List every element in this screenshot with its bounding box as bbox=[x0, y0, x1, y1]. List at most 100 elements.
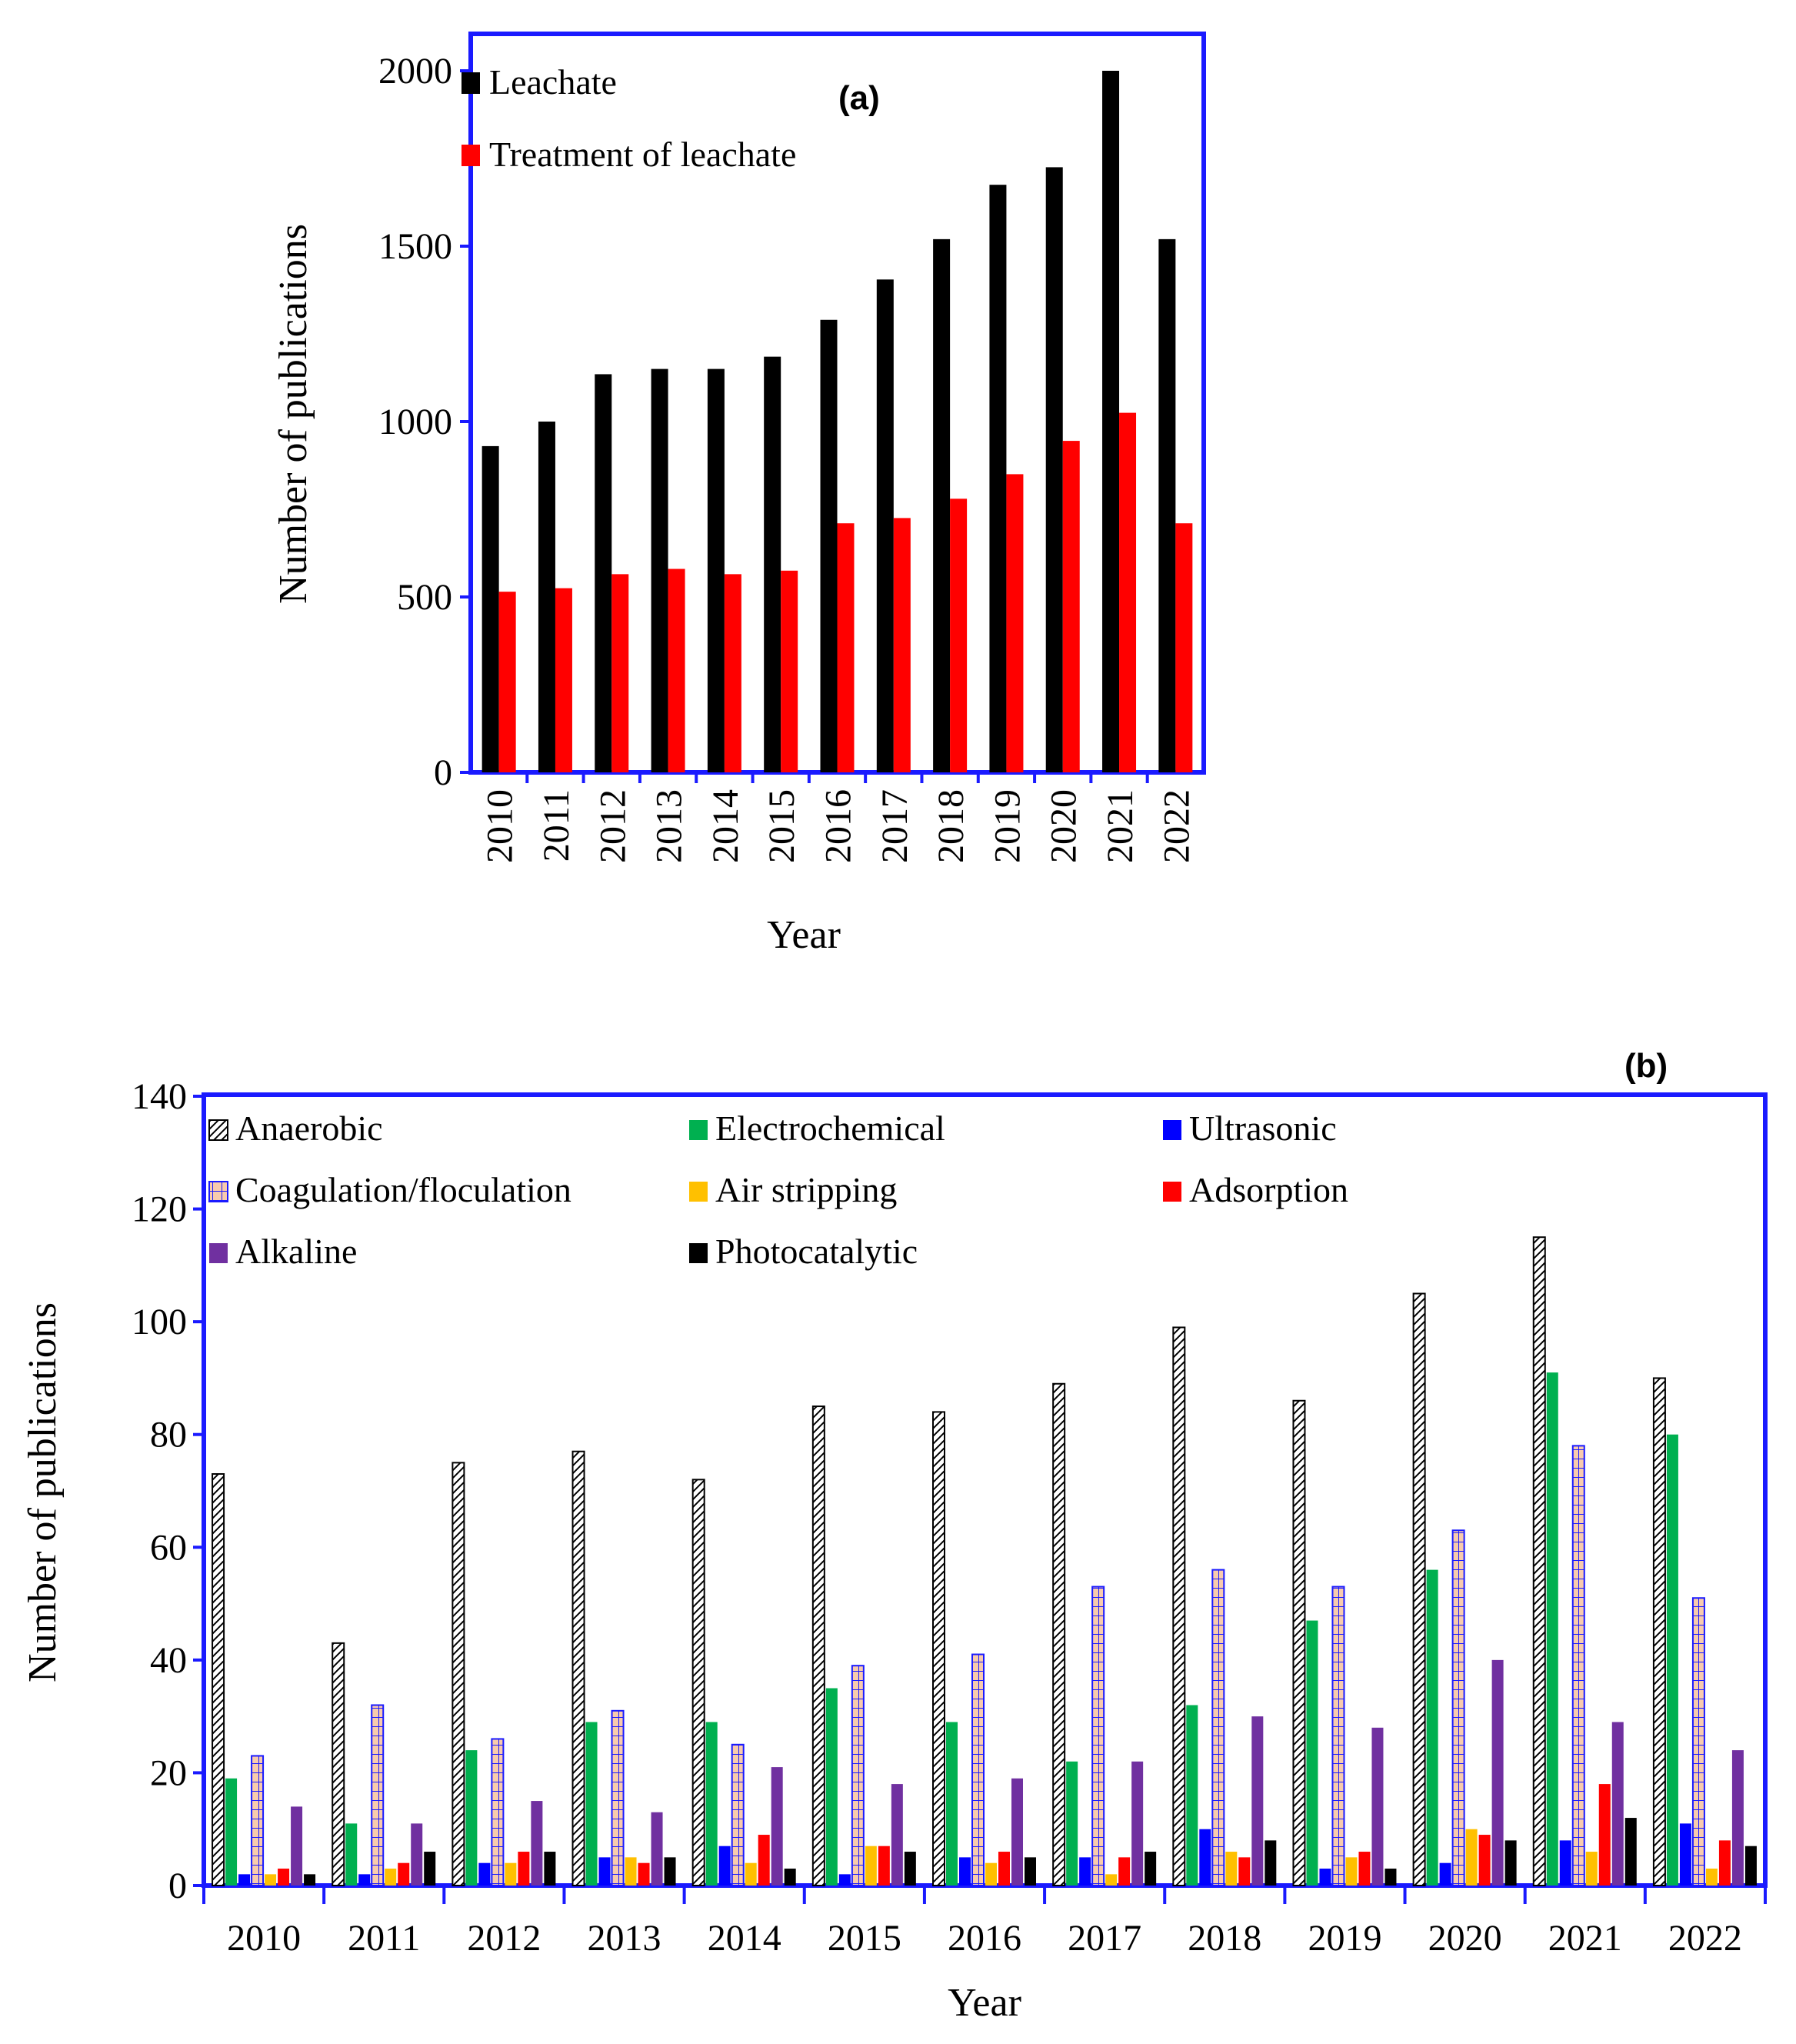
chart-b-y-tick-label: 60 bbox=[150, 1527, 187, 1568]
chart-a-x-tick-label: 2016 bbox=[818, 789, 859, 863]
chart-a-bar-leachate-2013 bbox=[651, 368, 668, 773]
chart-b-bar-alkaline-2016 bbox=[1011, 1778, 1023, 1886]
chart-b-y-tick-label: 100 bbox=[132, 1302, 187, 1342]
chart-a-x-tick-label: 2015 bbox=[761, 789, 802, 863]
chart-b-bar-air-stripping-2010 bbox=[265, 1874, 277, 1886]
chart-b-bar-electrochemical-2018 bbox=[1186, 1705, 1198, 1886]
chart-a-x-tick-label: 2014 bbox=[705, 789, 746, 863]
chart-b-bar-air-stripping-2016 bbox=[985, 1862, 997, 1886]
chart-a-bar-leachate-2019 bbox=[989, 185, 1007, 772]
chart-b-bar-alkaline-2010 bbox=[291, 1806, 303, 1886]
chart-b-bar-coagulation-floculation-2019 bbox=[1331, 1586, 1345, 1886]
chart-b-bar-electrochemical-2011 bbox=[345, 1823, 358, 1886]
chart-b-bar-anaerobic-2013 bbox=[571, 1450, 585, 1886]
chart-a-y-axis-title: Number of publications bbox=[272, 224, 315, 604]
chart-b-y-axis-title: Number of publications bbox=[21, 1302, 65, 1682]
chart-a: (a) Number of publications Year 0 500 1000… bbox=[272, 32, 1206, 957]
chart-b-bar-photocatalytic-2020 bbox=[1504, 1840, 1517, 1886]
chart-b-bar-adsorption-2017 bbox=[1118, 1857, 1131, 1886]
chart-b-bar-anaerobic-2014 bbox=[691, 1479, 705, 1887]
chart-b-bar-anaerobic-2019 bbox=[1292, 1399, 1306, 1886]
chart-b-legend-swatch bbox=[689, 1182, 708, 1202]
chart-b-bar-electrochemical-2020 bbox=[1426, 1569, 1438, 1886]
chart-b-bar-coagulation-floculation-2014 bbox=[731, 1743, 745, 1886]
chart-b: (b) Number of publications Year 0 20 40 60 8… bbox=[21, 1047, 1768, 2025]
chart-a-bar-leachate-2010 bbox=[481, 445, 499, 772]
chart-b-legend-label: Alkaline bbox=[235, 1232, 357, 1271]
chart-b-legend-label: Coagulation/floculation bbox=[235, 1170, 571, 1209]
chart-a-x-tick-label: 2021 bbox=[1100, 789, 1141, 863]
chart-a-bar-treatment-of-leachate-2019 bbox=[1006, 474, 1024, 772]
chart-b-bar-ultrasonic-2018 bbox=[1199, 1829, 1211, 1886]
chart-b-bar-photocatalytic-2021 bbox=[1624, 1818, 1637, 1886]
chart-b-bar-anaerobic-2017 bbox=[1052, 1382, 1066, 1887]
chart-b-bar-photocatalytic-2015 bbox=[904, 1852, 916, 1886]
chart-b-bar-adsorption-2021 bbox=[1598, 1784, 1611, 1886]
chart-a-bar-treatment-of-leachate-2017 bbox=[893, 518, 911, 772]
chart-b-bar-ultrasonic-2011 bbox=[358, 1874, 371, 1886]
chart-b-bar-adsorption-2022 bbox=[1718, 1840, 1731, 1886]
chart-b-x-tick-label: 2011 bbox=[348, 1918, 420, 1959]
chart-b-bar-alkaline-2019 bbox=[1371, 1727, 1384, 1886]
chart-b-bar-electrochemical-2017 bbox=[1066, 1761, 1078, 1886]
chart-a-bar-treatment-of-leachate-2010 bbox=[498, 592, 516, 772]
chart-b-x-tick-label: 2020 bbox=[1428, 1918, 1502, 1959]
chart-b-bar-air-stripping-2020 bbox=[1465, 1829, 1478, 1886]
chart-a-bar-leachate-2016 bbox=[820, 319, 838, 772]
chart-b-bar-coagulation-floculation-2017 bbox=[1091, 1586, 1105, 1886]
chart-b-bar-photocatalytic-2019 bbox=[1384, 1869, 1397, 1886]
chart-b-bar-electrochemical-2014 bbox=[705, 1722, 718, 1886]
chart-b-bar-electrochemical-2019 bbox=[1306, 1620, 1318, 1886]
chart-b-bar-photocatalytic-2016 bbox=[1025, 1857, 1036, 1886]
chart-b-legend-swatch bbox=[689, 1120, 708, 1140]
chart-b-bar-anaerobic-2020 bbox=[1412, 1292, 1426, 1886]
chart-b-y-tick-label: 120 bbox=[132, 1189, 187, 1230]
chart-b-y-tick-label: 140 bbox=[132, 1076, 187, 1117]
chart-b-bar-alkaline-2018 bbox=[1251, 1716, 1264, 1886]
chart-b-x-tick-label: 2014 bbox=[708, 1918, 781, 1959]
chart-b-x-tick-label: 2015 bbox=[828, 1918, 901, 1959]
chart-b-bar-air-stripping-2014 bbox=[745, 1862, 757, 1886]
chart-a-x-tick-label: 2011 bbox=[536, 789, 577, 862]
chart-b-bar-coagulation-floculation-2013 bbox=[611, 1709, 625, 1886]
chart-a-x-tick-label: 2013 bbox=[649, 789, 690, 863]
chart-b-bar-air-stripping-2012 bbox=[505, 1862, 517, 1886]
chart-b-bar-coagulation-floculation-2016 bbox=[971, 1653, 985, 1886]
chart-b-bar-adsorption-2018 bbox=[1238, 1857, 1251, 1886]
chart-b-legend-label: Photocatalytic bbox=[715, 1232, 918, 1271]
chart-a-legend-swatch bbox=[461, 72, 480, 94]
chart-b-bar-electrochemical-2010 bbox=[225, 1778, 238, 1886]
chart-b-bar-ultrasonic-2016 bbox=[959, 1857, 971, 1886]
chart-b-bar-anaerobic-2011 bbox=[332, 1642, 345, 1886]
chart-b-bar-photocatalytic-2013 bbox=[664, 1857, 676, 1886]
chart-b-bar-anaerobic-2022 bbox=[1652, 1377, 1666, 1886]
chart-a-x-tick-label: 2019 bbox=[987, 789, 1028, 863]
chart-b-legend: Anaerobic Electrochemical Ultrasonic Coagul… bbox=[208, 1109, 1348, 1271]
chart-b-bar-adsorption-2010 bbox=[278, 1869, 290, 1886]
chart-b-bar-anaerobic-2021 bbox=[1532, 1236, 1546, 1886]
chart-b-x-tick-label: 2019 bbox=[1308, 1918, 1381, 1959]
chart-b-bar-alkaline-2013 bbox=[651, 1812, 663, 1886]
chart-b-bar-ultrasonic-2019 bbox=[1319, 1869, 1331, 1886]
chart-b-bar-ultrasonic-2010 bbox=[238, 1874, 251, 1886]
chart-b-bar-photocatalytic-2017 bbox=[1145, 1852, 1157, 1886]
chart-b-bar-adsorption-2015 bbox=[878, 1846, 890, 1886]
chart-a-bar-treatment-of-leachate-2020 bbox=[1062, 441, 1080, 772]
chart-b-x-tick-label: 2017 bbox=[1068, 1918, 1141, 1959]
chart-a-x-tick-label: 2010 bbox=[480, 789, 521, 863]
chart-b-bar-photocatalytic-2014 bbox=[784, 1869, 796, 1886]
chart-b-bar-air-stripping-2019 bbox=[1345, 1857, 1358, 1886]
chart-b-bar-electrochemical-2013 bbox=[585, 1722, 598, 1886]
chart-a-bar-leachate-2011 bbox=[538, 422, 555, 772]
chart-a-legend-swatch bbox=[461, 145, 480, 166]
chart-b-bar-alkaline-2020 bbox=[1491, 1659, 1504, 1886]
chart-b-bar-adsorption-2014 bbox=[758, 1835, 770, 1886]
chart-a-bar-treatment-of-leachate-2015 bbox=[781, 570, 798, 772]
chart-a-x-tick-label: 2022 bbox=[1156, 789, 1197, 863]
chart-a-x-tick-label: 2020 bbox=[1044, 789, 1085, 863]
chart-b-bar-coagulation-floculation-2018 bbox=[1211, 1569, 1225, 1886]
chart-b-legend-label: Anaerobic bbox=[235, 1109, 383, 1148]
chart-b-bar-adsorption-2020 bbox=[1478, 1835, 1491, 1886]
chart-b-bar-coagulation-floculation-2015 bbox=[851, 1665, 865, 1887]
chart-b-bar-adsorption-2016 bbox=[998, 1852, 1010, 1886]
